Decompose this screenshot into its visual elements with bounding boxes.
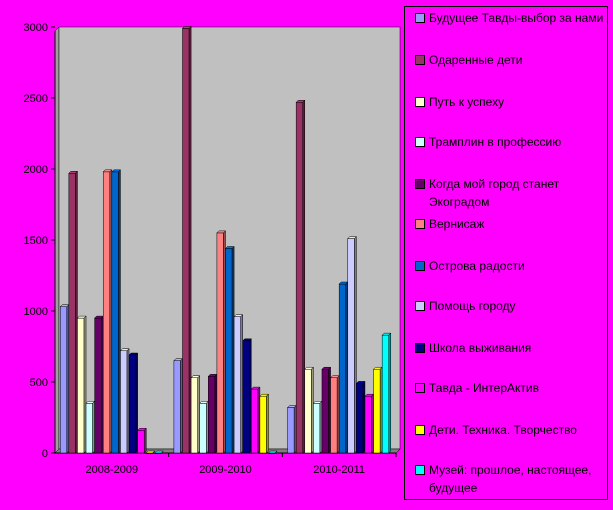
bar (304, 366, 314, 454)
legend-label: Путь к успеху (429, 95, 505, 109)
bar (119, 348, 130, 454)
legend-label: Тавда - ИнтерАктив (429, 381, 539, 395)
bar (145, 450, 156, 454)
legend-label: Когда мой город станет Экоградом (429, 177, 560, 209)
y-tick-label: 2000 (24, 164, 48, 176)
legend-swatch (415, 261, 425, 271)
bar (381, 332, 392, 454)
legend-label: Школа выживания (429, 341, 532, 355)
bar (312, 400, 323, 454)
legend-label: Помощь городу (429, 299, 516, 313)
legend-swatch (415, 425, 425, 435)
legend-swatch (415, 13, 425, 23)
x-tick-label: 2009-2010 (199, 464, 252, 476)
bar (207, 373, 218, 454)
legend-label: Будущее Тавды-выбор за нами (429, 11, 604, 25)
bar (321, 366, 332, 454)
legend-swatch (415, 97, 425, 107)
bar (286, 404, 297, 454)
bar (267, 450, 278, 454)
bar (102, 169, 113, 454)
legend-label: Трамплин в профессию (429, 135, 562, 149)
bar (181, 25, 192, 454)
bar (199, 400, 209, 454)
legend-label: Вернисаж (429, 217, 485, 231)
legend-swatch (415, 343, 425, 353)
legend-label: Острова радости (429, 259, 525, 273)
legend: Будущее Тавды-выбор за нами Одаренные дет… (404, 6, 608, 500)
y-tick-label: 1500 (24, 235, 48, 247)
bar (250, 386, 261, 454)
bar (154, 450, 165, 454)
bar (233, 314, 244, 454)
x-tick-label: 2010-2011 (313, 464, 365, 476)
bar (338, 281, 349, 454)
bar (76, 315, 87, 454)
legend-swatch (415, 465, 425, 475)
legend-swatch (415, 179, 425, 189)
x-tick-label: 2008-2009 (86, 464, 139, 476)
y-tick-label: 1000 (24, 306, 48, 318)
bar (224, 245, 235, 454)
bar (59, 304, 70, 454)
legend-label: Одаренные дети (429, 53, 523, 67)
bar (347, 235, 357, 454)
bar (111, 169, 122, 454)
bar (68, 170, 79, 454)
y-tick-label: 2500 (24, 93, 48, 105)
bar (295, 99, 306, 454)
bar (329, 375, 340, 454)
plot-side-wall (54, 26, 60, 454)
bar (173, 358, 184, 454)
y-tick-label: 500 (30, 377, 48, 389)
legend-swatch (415, 55, 425, 65)
legend-label: Музей: прошлое, настоящее, будущее (429, 463, 592, 495)
legend-swatch (415, 383, 425, 393)
bar (85, 400, 96, 454)
bar (94, 315, 104, 454)
bar (190, 375, 201, 454)
bar (372, 366, 383, 454)
legend-swatch (415, 301, 425, 311)
bar (216, 230, 227, 454)
y-tick-label: 0 (42, 448, 48, 460)
bar (259, 393, 270, 454)
bar (364, 393, 375, 454)
legend-swatch (415, 137, 425, 147)
legend-swatch (415, 219, 425, 229)
bar (137, 427, 147, 454)
bar (128, 352, 139, 454)
bar (355, 380, 366, 454)
bar (242, 338, 252, 454)
legend-label: Дети. Техника. Творчество (429, 423, 577, 437)
y-tick-label: 3000 (24, 22, 48, 34)
